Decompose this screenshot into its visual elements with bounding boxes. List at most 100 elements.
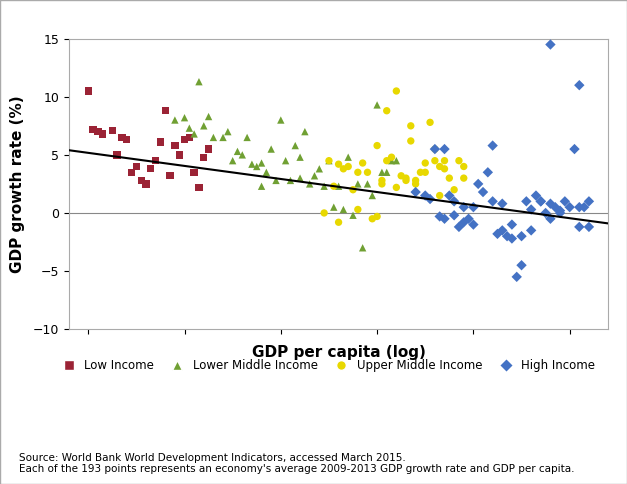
Point: [492, 230, 502, 238]
Point: [276, 116, 286, 124]
Point: [271, 177, 281, 184]
Point: [339, 165, 349, 173]
Point: [329, 203, 339, 211]
Point: [247, 160, 257, 168]
Point: [136, 177, 146, 184]
Point: [256, 182, 266, 190]
Point: [483, 168, 493, 176]
Point: [497, 200, 507, 208]
Point: [261, 168, 271, 176]
Point: [382, 157, 392, 165]
Point: [459, 174, 469, 182]
Point: [305, 180, 315, 188]
Point: [314, 165, 324, 173]
Point: [377, 180, 387, 188]
Point: [290, 142, 300, 150]
Point: [107, 127, 117, 135]
Point: [401, 174, 411, 182]
Point: [256, 159, 266, 167]
Point: [584, 197, 594, 205]
Point: [339, 206, 349, 213]
Point: [545, 215, 556, 223]
Point: [150, 157, 161, 165]
Point: [526, 227, 536, 234]
Point: [430, 157, 440, 165]
Point: [488, 197, 498, 205]
Point: [179, 136, 189, 144]
Point: [155, 138, 166, 146]
Point: [175, 151, 185, 159]
Point: [430, 145, 440, 153]
Point: [406, 137, 416, 145]
Point: [199, 122, 209, 130]
Point: [310, 172, 320, 180]
Point: [574, 203, 584, 211]
Point: [406, 122, 416, 130]
Point: [440, 157, 450, 165]
Point: [285, 177, 295, 184]
Point: [83, 87, 93, 95]
Point: [497, 227, 507, 234]
Point: [343, 153, 353, 161]
Legend: Low Income, Lower Middle Income, Upper Middle Income, High Income: Low Income, Lower Middle Income, Upper M…: [52, 354, 600, 377]
Point: [420, 168, 430, 176]
Point: [391, 87, 401, 95]
Point: [348, 186, 358, 194]
Point: [208, 134, 218, 141]
Point: [141, 180, 151, 188]
Point: [377, 168, 387, 176]
Point: [237, 151, 247, 159]
Point: [127, 168, 137, 176]
Point: [382, 107, 392, 115]
Point: [584, 223, 594, 231]
Point: [401, 177, 411, 184]
Point: [555, 209, 565, 217]
Point: [540, 209, 551, 217]
Point: [357, 244, 367, 252]
Point: [88, 125, 98, 133]
Point: [348, 212, 358, 219]
Point: [435, 212, 445, 220]
Point: [517, 232, 527, 240]
Point: [251, 163, 261, 170]
Point: [445, 174, 455, 182]
Point: [233, 148, 243, 155]
Point: [579, 203, 589, 211]
Point: [488, 142, 498, 150]
Point: [440, 215, 450, 223]
Point: [218, 134, 228, 141]
Point: [502, 232, 512, 240]
Point: [98, 130, 108, 138]
Point: [300, 128, 310, 136]
Point: [184, 124, 194, 132]
Point: [454, 223, 464, 231]
Point: [545, 200, 556, 208]
Point: [526, 206, 536, 213]
Point: [204, 145, 214, 153]
Point: [551, 203, 561, 211]
Point: [146, 165, 156, 173]
Point: [574, 81, 584, 89]
Point: [343, 163, 353, 170]
Point: [353, 168, 363, 176]
Point: [334, 160, 344, 168]
Point: [430, 145, 440, 153]
Point: [353, 206, 363, 213]
Point: [396, 172, 406, 180]
Point: [449, 186, 459, 194]
Point: [459, 163, 469, 170]
Point: [170, 142, 180, 150]
Point: [112, 151, 122, 159]
Point: [411, 180, 421, 188]
Point: [194, 183, 204, 191]
Point: [382, 168, 392, 176]
Point: [242, 134, 252, 141]
Point: [184, 134, 194, 141]
Point: [560, 197, 570, 205]
Point: [517, 261, 527, 269]
Point: [266, 145, 276, 153]
Point: [122, 136, 132, 144]
Point: [411, 188, 421, 196]
Point: [228, 157, 238, 165]
Text: Source: World Bank World Development Indicators, accessed March 2015.
Each of th: Source: World Bank World Development Ind…: [19, 453, 574, 474]
